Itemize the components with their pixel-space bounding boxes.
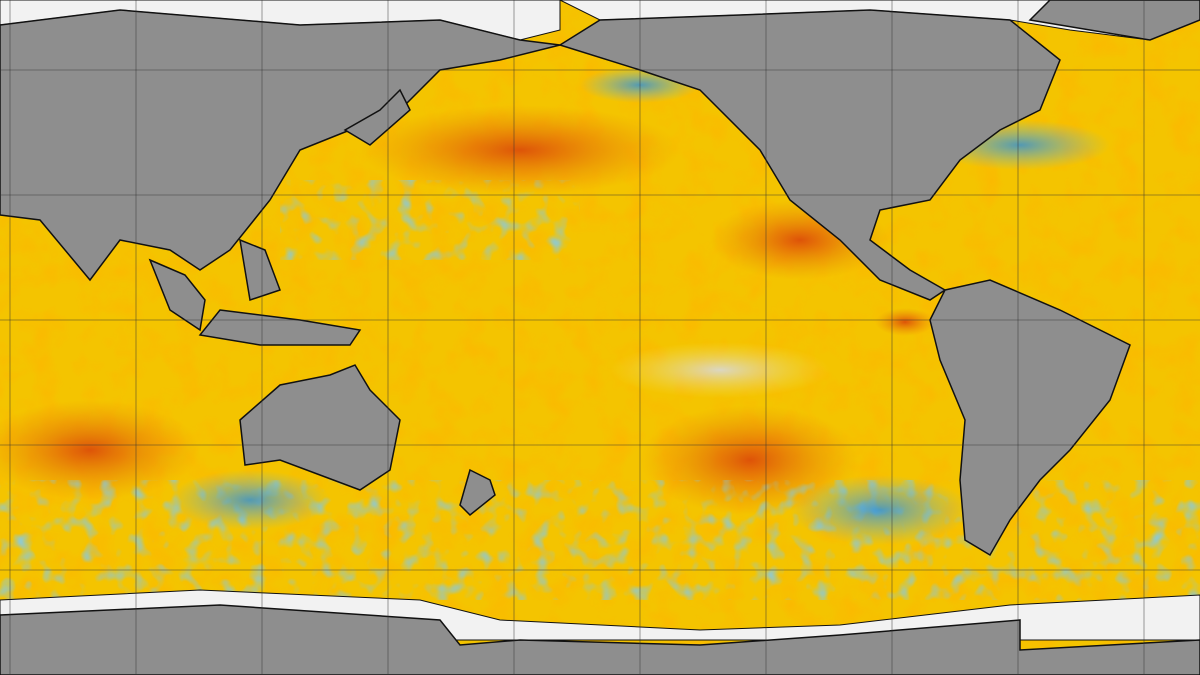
- south-america: [929, 279, 1131, 557]
- japan: [343, 88, 411, 146]
- new-zealand: [459, 468, 496, 517]
- greenland: [1028, 0, 1200, 41]
- north-america: [558, 9, 1061, 301]
- antarctica: [0, 604, 1200, 675]
- asia: [0, 9, 561, 282]
